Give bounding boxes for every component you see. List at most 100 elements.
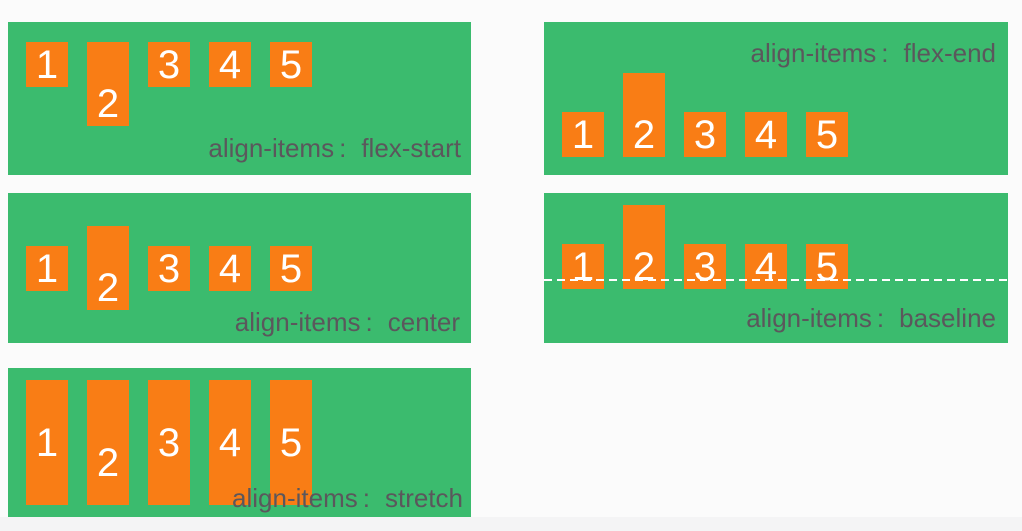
align-items-label: align-items: flex-start xyxy=(208,133,461,164)
item-number-wrap: 3 xyxy=(694,245,716,289)
panel-flex-start: 1 2 3 4 5 align-items: flex-start xyxy=(8,22,471,175)
item-number-wrap: 2 xyxy=(97,82,119,126)
item-number: 3 xyxy=(693,245,717,289)
flex-item: 5 xyxy=(806,244,848,289)
item-number-wrap: 3 xyxy=(158,43,180,87)
item-number: 5 xyxy=(279,421,303,465)
item-number: 5 xyxy=(279,246,303,291)
align-items-label: align-items: baseline xyxy=(746,303,996,334)
item-number-wrap: 4 xyxy=(219,43,241,87)
label-colon: : xyxy=(876,302,885,333)
panel-baseline: 1 2 3 4 5 align-items: baseline xyxy=(544,193,1008,343)
flex-item: 5 xyxy=(806,112,848,157)
flex-item: 1 xyxy=(562,244,604,289)
flex-container: 1 2 3 4 5 xyxy=(8,368,471,517)
item-number: 2 xyxy=(632,245,656,289)
panel-stretch: 1 2 3 4 5 align-itemsstretch:stretch xyxy=(8,368,471,517)
item-number-wrap: 4 xyxy=(755,113,777,157)
flex-item: 3 xyxy=(148,380,190,505)
flex-item: 1 xyxy=(562,112,604,157)
flex-item: 4 xyxy=(209,380,251,505)
flex-item: 4 xyxy=(745,112,787,157)
flex-item: 5 xyxy=(270,245,312,291)
item-number: 5 xyxy=(815,113,839,157)
item-number-wrap: 1 xyxy=(572,245,594,289)
item-number-wrap: 3 xyxy=(694,113,716,157)
label-colon: : xyxy=(339,132,347,163)
item-number-wrap: 5 xyxy=(280,247,302,291)
item-number: 5 xyxy=(815,245,839,289)
item-number: 2 xyxy=(96,266,120,310)
flex-item: 4 xyxy=(209,42,251,87)
align-items-label: align-itemsstretch:stretch xyxy=(232,483,463,514)
label-value: baseline xyxy=(899,302,996,333)
flex-item: 5 xyxy=(270,380,312,505)
panel-center: 1 2 3 4 5 align-items: center xyxy=(8,193,471,343)
flex-item: 4 xyxy=(745,244,787,289)
item-number: 4 xyxy=(218,246,242,291)
label-colon: : xyxy=(881,38,889,68)
align-items-label: align-items: center xyxy=(235,307,460,338)
item-number-wrap: 2 xyxy=(633,113,655,157)
label-colon: : xyxy=(362,482,370,513)
item-number-wrap: 5 xyxy=(816,245,838,289)
flex-item: 1 xyxy=(26,245,68,291)
flex-item: 3 xyxy=(684,244,726,289)
label-value: flex-end xyxy=(903,38,997,68)
item-number-wrap: 4 xyxy=(219,247,241,291)
item-number: 2 xyxy=(96,440,120,485)
label-value: stretch xyxy=(384,482,463,513)
item-number-wrap: 4 xyxy=(219,420,241,465)
flex-item: 3 xyxy=(148,245,190,291)
label-value: flex-start xyxy=(361,132,461,163)
baseline-dashed-line xyxy=(544,279,1008,281)
label-colon: : xyxy=(365,306,373,337)
item-number: 4 xyxy=(754,245,778,289)
flex-item: 3 xyxy=(148,42,190,87)
item-number-wrap: 1 xyxy=(36,420,58,465)
label-property: align-items xyxy=(750,38,877,68)
item-number: 3 xyxy=(693,113,717,157)
page-bottom-strip xyxy=(0,517,1022,531)
label-value: center xyxy=(387,306,460,337)
flex-item: 3 xyxy=(684,112,726,157)
item-number: 3 xyxy=(157,421,181,465)
item-number-wrap: 5 xyxy=(280,420,302,465)
item-number-wrap: 4 xyxy=(755,245,777,289)
flex-item: 2 xyxy=(87,380,129,505)
flex-container: 1 2 3 4 5 xyxy=(544,193,1008,343)
item-number-wrap: 1 xyxy=(572,113,594,157)
flex-item: 2 xyxy=(623,205,665,289)
flex-container: 1 2 3 4 5 xyxy=(8,193,471,343)
item-number: 1 xyxy=(571,113,595,157)
flex-item: 5 xyxy=(270,42,312,87)
item-number: 1 xyxy=(35,421,59,465)
item-number-wrap: 2 xyxy=(633,245,655,289)
item-number-wrap: 1 xyxy=(36,247,58,291)
item-number: 3 xyxy=(157,43,181,87)
item-number: 1 xyxy=(35,246,59,291)
label-property: align-items xyxy=(746,302,872,333)
item-number: 3 xyxy=(157,246,181,291)
item-number-wrap: 5 xyxy=(280,43,302,87)
item-number-wrap: 1 xyxy=(36,43,58,87)
flex-item: 1 xyxy=(26,380,68,505)
label-property: align-items xyxy=(232,482,358,513)
label-property: align-items xyxy=(234,306,361,337)
item-number: 2 xyxy=(96,82,120,126)
panel-flex-end: 1 2 3 4 5 align-items: flex-end xyxy=(544,22,1008,175)
flex-item: 2 xyxy=(87,226,129,310)
flex-item: 1 xyxy=(26,42,68,87)
align-items-label: align-items: flex-end xyxy=(751,38,996,69)
item-number: 1 xyxy=(571,245,595,289)
item-number: 1 xyxy=(35,43,59,87)
flex-item: 2 xyxy=(623,73,665,157)
item-number-wrap: 2 xyxy=(97,266,119,310)
flex-item: 4 xyxy=(209,245,251,291)
item-number: 4 xyxy=(218,421,242,465)
label-property: align-items xyxy=(208,132,335,163)
item-number-wrap: 3 xyxy=(158,420,180,465)
item-number: 5 xyxy=(279,43,303,87)
item-number: 4 xyxy=(218,43,242,87)
